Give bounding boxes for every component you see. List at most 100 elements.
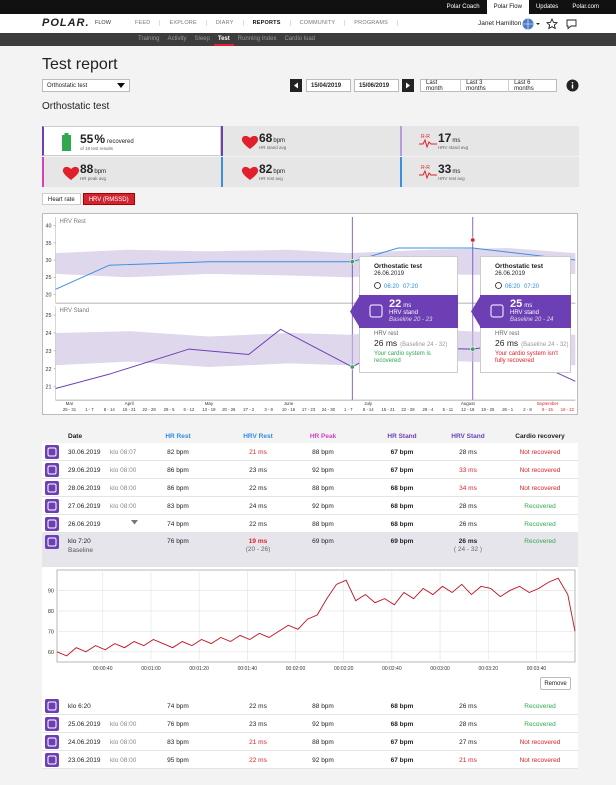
week-label: 22 - 28 xyxy=(401,407,415,412)
star-icon[interactable] xyxy=(545,17,559,30)
cell: 76 bpm xyxy=(167,538,189,545)
card-value-line: 55% recovered xyxy=(80,132,134,146)
table-row[interactable]: 25.06.2019 klo 08:00 76 bpm 23 ms 92 bpm 68 b… xyxy=(42,715,578,733)
user-name[interactable]: Janet Hamilton xyxy=(478,20,522,27)
nav-item[interactable]: PROGRAMS xyxy=(345,20,398,26)
detail-row: klo 7:20 Baseline 76 bpm 19 ms (20 - 26) 69 b… xyxy=(42,533,578,567)
tooltip-stand: 25 ms HRV stand Baseline 20 - 24 xyxy=(471,295,571,328)
test-icon[interactable] xyxy=(45,535,59,549)
top-bar: Polar Coach Polar Flow Updates Polar.com xyxy=(0,0,616,14)
test-select[interactable]: Orthostatic test xyxy=(42,79,130,92)
nav-item[interactable]: FEED xyxy=(126,20,161,26)
test-icon[interactable] xyxy=(45,699,59,713)
icon-glyph xyxy=(47,519,57,529)
test-icon[interactable] xyxy=(45,499,59,513)
test-icon[interactable] xyxy=(45,735,59,749)
table-row[interactable]: 29.06.2019 klo 08:00 86 bpm 23 ms 92 bpm 67 b… xyxy=(42,461,578,479)
week-label: 29 - 5 xyxy=(164,407,176,412)
card-value-line: 82bpm xyxy=(259,162,285,176)
tooltip-message: Your cardio system is recovered xyxy=(374,351,431,364)
cell: 83 bpm xyxy=(167,503,189,510)
sub-nav-item[interactable]: Activity xyxy=(167,36,187,42)
table-row[interactable]: 30.06.2019 klo 08:07 82 bpm 21 ms 88 bpm 67 b… xyxy=(42,443,578,461)
test-icon[interactable] xyxy=(45,481,59,495)
tooltip-time: 07:20 xyxy=(403,284,419,290)
stand-label: HRV stand xyxy=(389,310,418,316)
card-icon xyxy=(62,166,80,180)
card-note: HRV rest avg xyxy=(438,176,465,181)
marker xyxy=(470,346,476,352)
x-tick-label: 00:01:40 xyxy=(238,666,258,672)
sub-nav-item[interactable]: Running Index xyxy=(237,36,277,42)
chat-icon[interactable] xyxy=(566,19,577,30)
y-tick-label: 60 xyxy=(48,650,54,656)
card-value: 82 xyxy=(259,162,273,176)
week-label: 9 - 15 xyxy=(542,407,554,412)
cell: Recovered xyxy=(524,538,556,545)
tab[interactable]: HRV (RMSSD) xyxy=(82,193,135,205)
start-date[interactable]: 15/04/2019 xyxy=(306,79,351,92)
cell: 22 ms xyxy=(249,757,267,764)
end-date[interactable]: 15/06/2019 xyxy=(354,79,399,92)
test-icon[interactable] xyxy=(45,463,59,477)
range-buttons: Last month Last 3 months Last 6 months xyxy=(420,79,557,92)
row-expand-arrow[interactable] xyxy=(131,520,138,525)
week-label: 12 - 18 xyxy=(461,407,475,412)
table-row[interactable]: 23.06.2019 klo 08:00 95 bpm 22 ms 92 bpm 67 b… xyxy=(42,751,578,769)
top-link[interactable]: Polar Coach xyxy=(446,4,480,10)
cell: 83 bpm xyxy=(167,739,189,746)
nav-item[interactable]: REPORTS xyxy=(244,20,291,26)
table-row[interactable]: 28.06.2019 klo 08:00 86 bpm 22 ms 88 bpm 68 b… xyxy=(42,479,578,497)
rest-baseline: (Baseline 24 - 32) xyxy=(400,342,448,348)
sub-nav-item[interactable]: Training xyxy=(138,36,160,42)
prev-button[interactable] xyxy=(290,79,302,92)
x-tick-label: 00:01:00 xyxy=(141,666,161,672)
top-link[interactable]: Polar.com xyxy=(572,4,599,10)
nav-item[interactable]: DIARY xyxy=(207,20,244,26)
remove-button[interactable]: Remove xyxy=(540,677,571,690)
table-row[interactable]: 27.06.2019 klo 08:00 83 bpm 24 ms 92 bpm 68 b… xyxy=(42,497,578,515)
sub-nav-item[interactable]: Cardio load xyxy=(284,36,316,42)
nav-item[interactable]: EXPLORE xyxy=(160,20,207,26)
week-label: 15 - 21 xyxy=(382,407,396,412)
detail-label: Baseline xyxy=(68,547,93,554)
glyph-box xyxy=(47,483,57,493)
test-icon[interactable] xyxy=(45,445,59,459)
x-tick-label: 00:03:40 xyxy=(527,666,547,672)
week-label: 27 - 2 xyxy=(243,407,255,412)
next-button[interactable] xyxy=(402,79,414,92)
test-icon[interactable] xyxy=(45,753,59,767)
range-button[interactable]: Last 3 months xyxy=(461,79,510,92)
cell: Recovered xyxy=(524,521,556,528)
row-time: klo 08:07 xyxy=(110,449,137,456)
sub-nav-item[interactable]: Test xyxy=(213,33,234,46)
table-row[interactable]: klo 6:20 74 bpm 22 ms 88 bpm 68 bpm 26 ms Reco… xyxy=(42,697,578,715)
card-note: HR peak avg xyxy=(80,176,107,181)
test-icon[interactable] xyxy=(45,717,59,731)
glyph-box xyxy=(47,447,57,457)
nav-item[interactable]: COMMUNITY xyxy=(291,20,346,26)
cell: 88 bpm xyxy=(312,521,334,528)
table-row[interactable]: 24.06.2019 klo 08:00 83 bpm 21 ms 88 bpm 67 b… xyxy=(42,733,578,751)
week-label: 10 - 16 xyxy=(282,407,296,412)
row-time: klo 08:00 xyxy=(110,467,137,474)
marker xyxy=(470,237,476,243)
top-link[interactable]: Updates xyxy=(535,4,559,10)
test-icon[interactable] xyxy=(45,517,59,531)
caret[interactable] xyxy=(536,23,540,25)
rest-value: 26 ms xyxy=(374,338,398,348)
top-link[interactable]: Polar Flow xyxy=(486,0,529,14)
logo[interactable]: POLAR. xyxy=(42,17,90,29)
cell: 21 ms xyxy=(459,757,477,764)
range-button[interactable]: Last 6 months xyxy=(514,79,534,92)
range-button[interactable]: Last month xyxy=(421,79,462,92)
cell: 19 ms xyxy=(248,538,268,545)
table-row[interactable]: 26.06.2019 74 bpm 22 ms 88 bpm 68 bpm 26 ms Re… xyxy=(42,515,578,533)
sub-nav-item[interactable]: Sleep xyxy=(194,36,210,42)
panel-title: HRV Stand xyxy=(60,308,90,314)
row-date: 23.06.2019 xyxy=(68,757,101,764)
card-unit: ms xyxy=(452,169,461,175)
tab[interactable]: Heart rate xyxy=(42,193,81,205)
info-button[interactable] xyxy=(566,79,579,92)
cell: 92 bpm xyxy=(312,467,334,474)
